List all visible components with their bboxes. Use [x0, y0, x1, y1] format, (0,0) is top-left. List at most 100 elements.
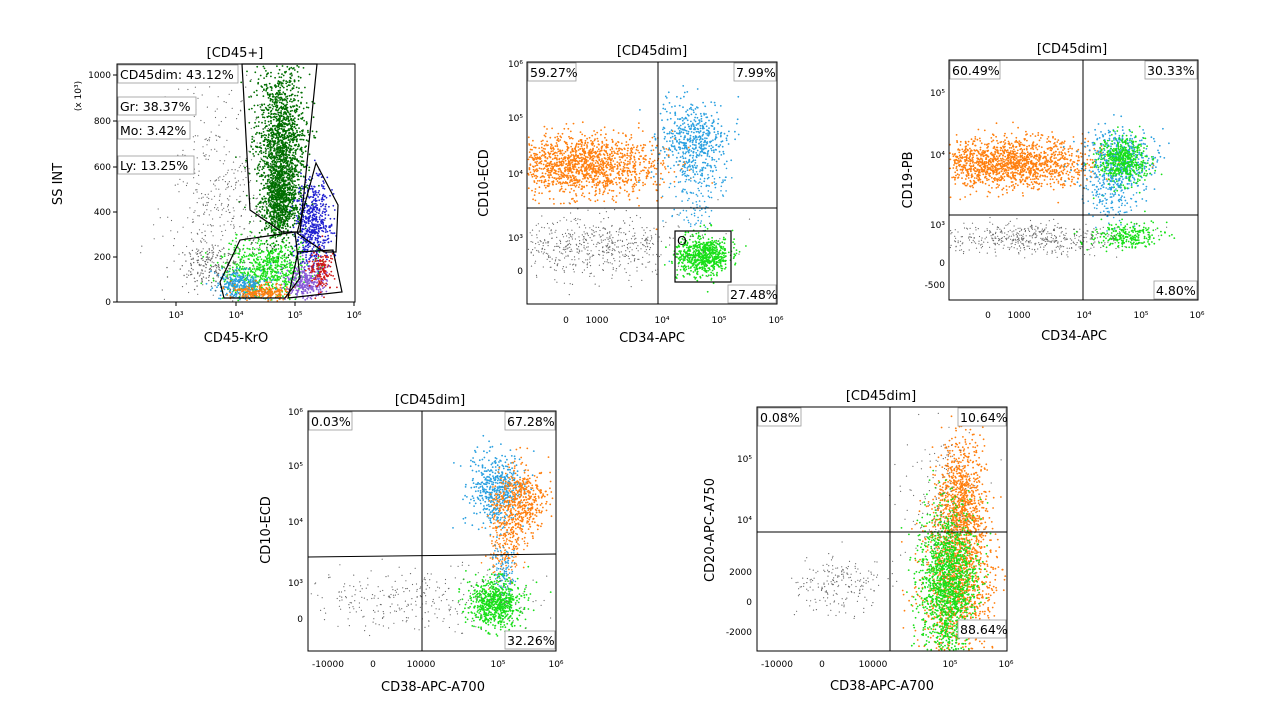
event-dot	[282, 107, 284, 109]
event-dot	[285, 206, 288, 208]
event-dot	[291, 233, 294, 236]
event-dot	[281, 93, 283, 96]
event-dot	[194, 135, 196, 137]
event-dot	[285, 82, 288, 85]
event-dot	[205, 266, 207, 269]
event-dot	[241, 295, 244, 298]
event-dot	[282, 152, 285, 155]
event-dot	[314, 210, 317, 213]
event-dot	[262, 111, 265, 114]
event-dot	[283, 155, 285, 158]
event-dot	[261, 208, 264, 211]
event-dot	[277, 264, 280, 267]
event-dot	[253, 155, 255, 158]
event-dot	[294, 111, 297, 114]
event-dot	[284, 220, 287, 223]
event-dot	[271, 146, 273, 149]
event-dot	[198, 163, 200, 165]
event-dot	[229, 276, 232, 278]
event-dot	[303, 119, 305, 122]
event-dot	[321, 212, 324, 215]
event-dot	[277, 219, 280, 222]
event-dot	[297, 220, 300, 223]
event-dot	[308, 230, 311, 233]
event-dot	[286, 266, 289, 268]
event-dot	[314, 232, 317, 234]
event-dot	[301, 254, 304, 257]
event-dot	[300, 229, 303, 232]
event-dot	[306, 292, 309, 294]
event-dot	[258, 286, 261, 288]
event-dot	[208, 249, 210, 251]
event-dot	[293, 216, 296, 219]
event-dot	[318, 199, 321, 202]
event-dot	[279, 89, 281, 92]
event-dot	[287, 229, 289, 232]
event-dot	[276, 274, 278, 277]
event-dot	[231, 89, 233, 92]
event-dot	[288, 94, 291, 97]
event-dot	[205, 204, 207, 207]
event-dot	[213, 278, 215, 280]
event-dot	[225, 154, 227, 156]
event-dot	[293, 249, 296, 252]
event-dot	[251, 289, 253, 291]
event-dot	[322, 185, 325, 188]
event-dot	[277, 216, 279, 218]
event-dot	[291, 83, 294, 85]
event-dot	[284, 160, 287, 162]
event-dot	[305, 102, 308, 104]
event-dot	[189, 253, 192, 255]
event-dot	[265, 264, 268, 267]
event-dot	[239, 165, 242, 167]
event-dot	[280, 96, 283, 99]
event-dot	[261, 214, 263, 217]
event-dot	[309, 291, 312, 294]
event-dot	[276, 159, 278, 161]
event-dot	[241, 256, 244, 259]
event-dot	[295, 165, 297, 168]
event-dot	[214, 110, 216, 112]
event-dot	[285, 153, 288, 156]
event-dot	[266, 139, 269, 142]
event-dot	[237, 264, 240, 266]
event-dot	[238, 252, 240, 254]
event-dot	[236, 269, 238, 272]
event-dot	[277, 279, 280, 281]
event-dot	[306, 184, 308, 187]
event-dot	[255, 292, 258, 295]
event-dot	[288, 216, 290, 218]
event-dot	[245, 255, 248, 258]
event-dot	[260, 144, 262, 146]
event-dot	[268, 256, 271, 259]
event-dot	[242, 208, 244, 210]
event-dot	[300, 134, 303, 137]
event-dot	[246, 281, 249, 284]
event-dot	[261, 168, 264, 171]
event-dot	[243, 268, 245, 271]
event-dot	[250, 79, 252, 81]
event-dot	[284, 142, 287, 145]
event-dot	[256, 131, 258, 134]
event-dot	[268, 203, 271, 206]
event-dot	[300, 169, 302, 171]
event-dot	[306, 262, 309, 264]
event-dot	[258, 263, 261, 265]
event-dot	[277, 272, 280, 274]
event-dot	[284, 71, 287, 74]
event-dot	[283, 123, 286, 126]
event-dot	[278, 231, 281, 234]
event-dot	[329, 257, 332, 260]
event-dot	[304, 269, 307, 272]
event-dot	[278, 139, 280, 142]
event-dot	[223, 255, 226, 257]
event-dot	[314, 213, 317, 216]
event-dot	[244, 206, 246, 209]
event-dot	[302, 134, 305, 137]
event-dot	[316, 237, 319, 240]
event-dot	[276, 156, 279, 159]
event-dot	[224, 283, 226, 286]
event-dot	[268, 290, 271, 293]
event-dot	[263, 195, 265, 198]
event-dot	[263, 77, 265, 79]
